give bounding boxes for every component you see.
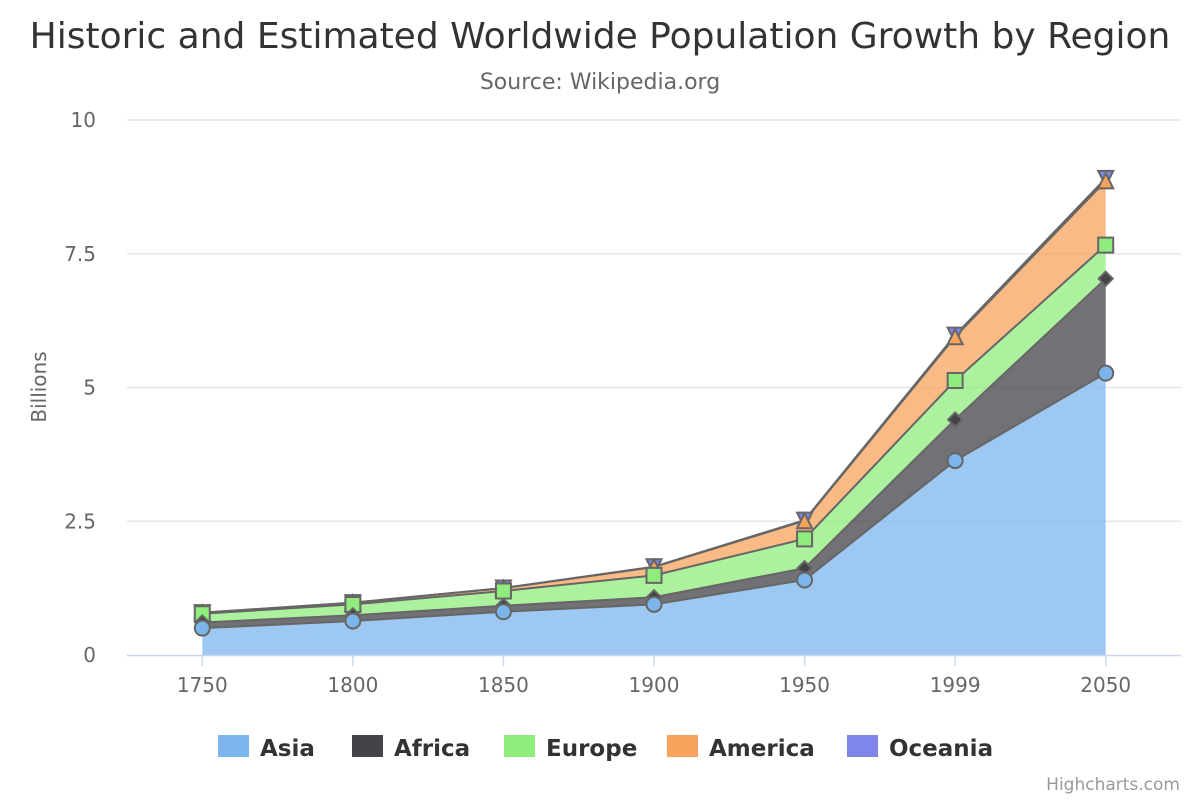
- asia-data-point[interactable]: [344, 612, 362, 630]
- europe-data-point[interactable]: [796, 530, 814, 548]
- legend-swatch: [847, 735, 878, 757]
- series-areas: [202, 178, 1106, 655]
- legend-label: Asia: [260, 736, 315, 762]
- area-europe: [202, 245, 1106, 623]
- asia-data-point[interactable]: [193, 619, 211, 637]
- asia-data-point[interactable]: [645, 595, 663, 613]
- series-markers: [193, 169, 1115, 637]
- x-tick-label: 1850: [478, 673, 529, 697]
- x-tick-label: 1999: [930, 673, 981, 697]
- legend-swatch: [352, 735, 383, 757]
- europe-data-point[interactable]: [946, 372, 964, 390]
- x-tick-label: 2050: [1080, 673, 1131, 697]
- y-tick-label: 10: [71, 108, 96, 132]
- legend-label: America: [709, 736, 815, 762]
- legend-item-africa[interactable]: Africa: [352, 735, 470, 762]
- asia-data-point[interactable]: [1097, 364, 1115, 382]
- y-tick-label: 5: [83, 376, 96, 400]
- area-africa: [202, 278, 1106, 629]
- y-tick-label: 2.5: [64, 509, 96, 533]
- europe-data-point[interactable]: [645, 566, 663, 584]
- legend-swatch: [504, 735, 535, 757]
- x-tick-label: 1900: [629, 673, 680, 697]
- legend-item-oceania[interactable]: Oceania: [847, 735, 993, 762]
- x-tick-label: 1800: [327, 673, 378, 697]
- asia-data-point[interactable]: [796, 571, 814, 589]
- europe-data-point[interactable]: [1097, 236, 1115, 254]
- x-tick-label: 1750: [177, 673, 228, 697]
- europe-data-point[interactable]: [344, 595, 362, 613]
- legend-label: Oceania: [889, 736, 993, 762]
- legend-item-america[interactable]: America: [667, 735, 815, 762]
- legend: Asia Africa Europe America Oceania: [218, 735, 993, 762]
- legend-item-europe[interactable]: Europe: [504, 735, 637, 762]
- america-data-point[interactable]: [1096, 171, 1115, 190]
- america-data-point[interactable]: [795, 511, 814, 530]
- x-axis: 1750 1800 1850 1900 1950 1999 2050: [127, 654, 1181, 697]
- legend-label: Africa: [394, 736, 470, 762]
- africa-data-point[interactable]: [946, 411, 964, 428]
- europe-data-point[interactable]: [193, 605, 211, 623]
- y-axis-labels: 0 2.5 5 7.5 10: [64, 108, 96, 667]
- chart-title: Historic and Estimated Worldwide Populat…: [30, 16, 1171, 57]
- legend-label: Europe: [546, 736, 637, 762]
- chart-subtitle: Source: Wikipedia.org: [480, 70, 720, 95]
- y-axis-title: Billions: [27, 351, 51, 422]
- area-asia: [202, 373, 1106, 655]
- legend-swatch: [667, 735, 698, 757]
- credits-link[interactable]: Highcharts.com: [1046, 775, 1180, 795]
- legend-swatch: [218, 735, 249, 757]
- x-tick-label: 1950: [779, 673, 830, 697]
- asia-data-point[interactable]: [494, 603, 512, 621]
- legend-item-asia[interactable]: Asia: [218, 735, 315, 762]
- america-data-point[interactable]: [946, 327, 965, 346]
- africa-data-point[interactable]: [1097, 270, 1115, 288]
- europe-data-point[interactable]: [494, 582, 512, 600]
- area-america: [202, 180, 1106, 614]
- y-tick-label: 0: [83, 643, 96, 667]
- asia-data-point[interactable]: [946, 452, 964, 470]
- y-tick-label: 7.5: [64, 242, 96, 266]
